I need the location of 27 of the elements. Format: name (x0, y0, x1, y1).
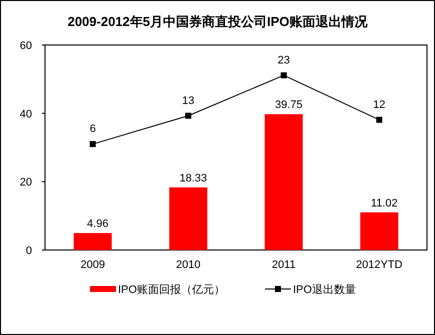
x-tick-label: 2009 (80, 259, 105, 271)
point (280, 72, 287, 78)
point (90, 141, 96, 148)
data-label: 39.75 (274, 99, 303, 112)
x-tick-label: 2011 (272, 259, 296, 271)
point (185, 112, 192, 119)
legend-label: IPO退出数量 (292, 283, 356, 296)
data-label: 18.33 (179, 172, 208, 184)
data-label: 4.96 (87, 218, 108, 230)
data-label: 23 (278, 54, 290, 66)
y-tick-label: 60 (20, 40, 32, 52)
data-label: 13 (182, 94, 194, 107)
bar (74, 233, 112, 250)
y-tick-label: 0 (26, 245, 32, 257)
data-label: 12 (373, 98, 386, 111)
legend-label: IPO账面回报（亿元） (118, 284, 225, 296)
point (376, 116, 382, 123)
data-label: 6 (90, 123, 96, 136)
bar (169, 187, 208, 250)
chart-title: 2009-2012年5月中国券商直投公司IPO账面退出情况 (68, 14, 368, 29)
x-tick-label: 2010 (176, 259, 200, 271)
y-tick-label: 40 (20, 108, 32, 120)
x-tick-label: 2012YTD (356, 259, 403, 271)
data-label: 11.02 (370, 197, 398, 210)
y-tick-label: 20 (20, 176, 32, 189)
bar (264, 114, 303, 250)
bar (360, 212, 398, 250)
